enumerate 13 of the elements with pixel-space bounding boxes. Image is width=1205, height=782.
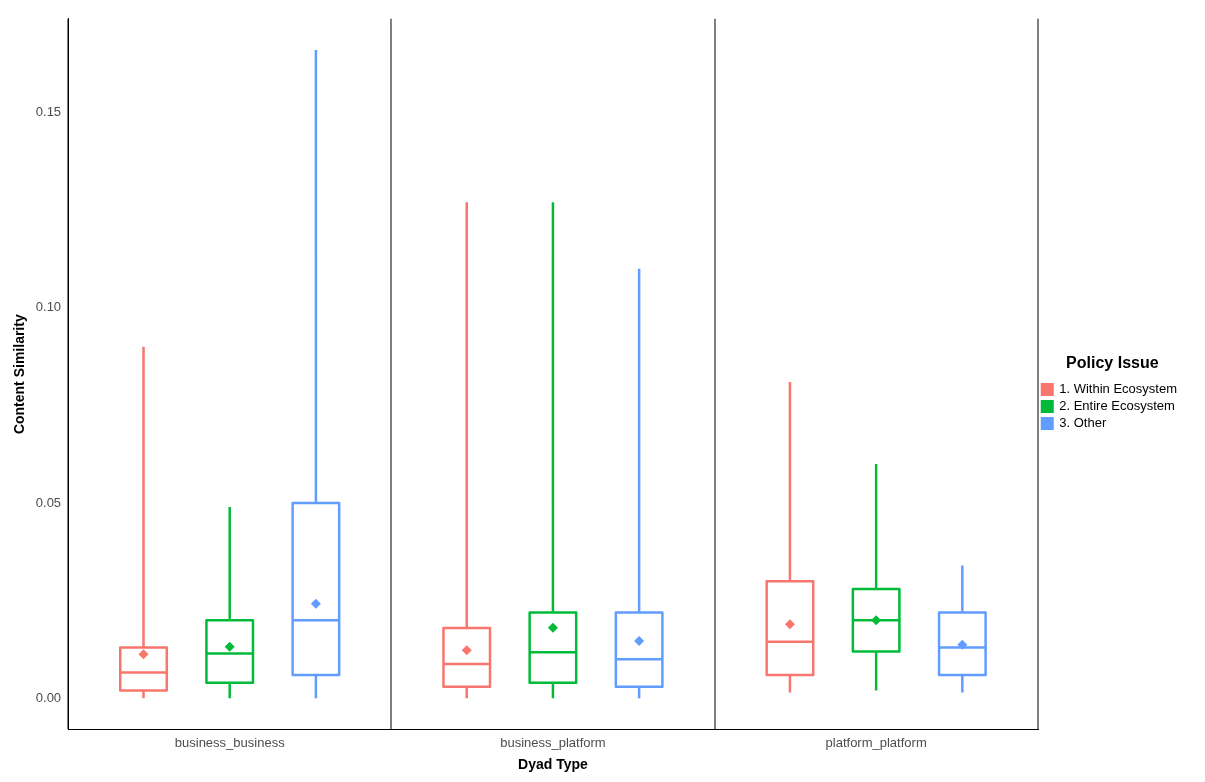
x-tick-label: platform_platform — [825, 734, 927, 750]
legend-label: 2. Entire Ecosystem — [1059, 398, 1175, 414]
legend-label: 3. Other — [1059, 415, 1107, 431]
y-tick-label: 0.00 — [35, 689, 62, 705]
y-tick-label: 0.15 — [35, 104, 62, 120]
x-axis-title: Dyad Type — [518, 756, 589, 773]
y-axis-title: Content Similarity — [11, 314, 28, 435]
x-tick-label: business_business — [174, 734, 286, 750]
legend-title: Policy Issue — [1066, 354, 1159, 372]
y-tick-label: 0.05 — [35, 494, 62, 510]
legend-label: 1. Within Ecosystem — [1059, 381, 1178, 397]
x-tick-label: business_platform — [500, 734, 606, 750]
y-tick-label: 0.10 — [35, 299, 62, 315]
